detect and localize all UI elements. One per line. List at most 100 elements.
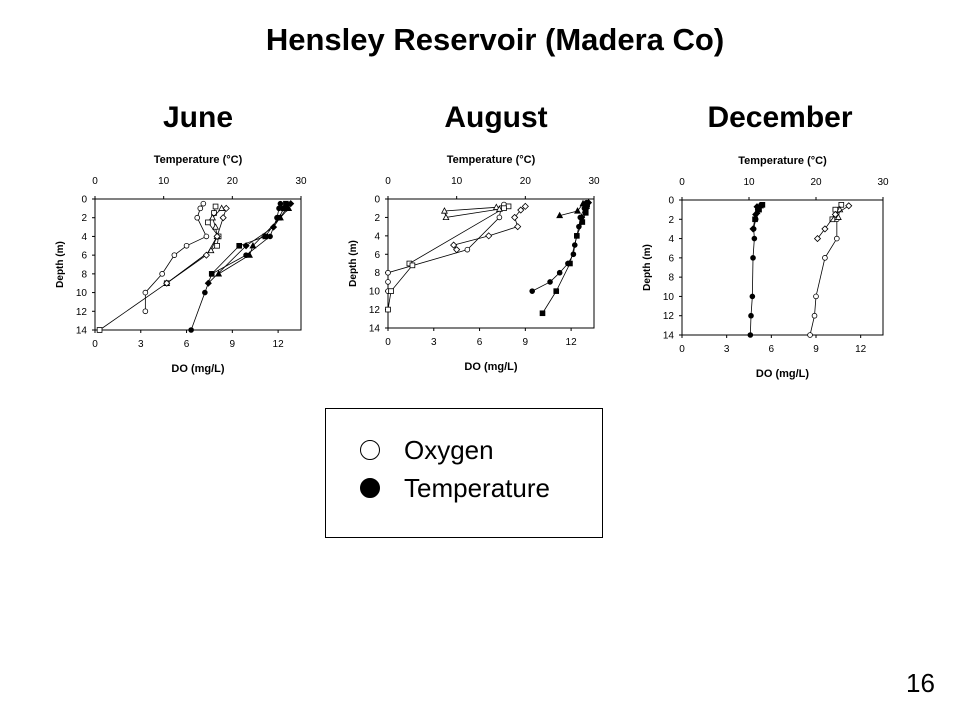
- data-point: [142, 308, 149, 315]
- data-point: [218, 204, 226, 211]
- y-axis-tick-label: 14: [76, 326, 88, 337]
- data-point: [831, 210, 839, 219]
- y-axis-tick-label: 6: [81, 251, 87, 262]
- bottom-axis-tick-label: 12: [855, 344, 867, 355]
- data-point: [749, 225, 757, 233]
- bottom-axis-tick-label: 12: [273, 339, 285, 350]
- data-point: [197, 205, 204, 212]
- data-point: [834, 235, 840, 242]
- data-point: [514, 223, 522, 231]
- bottom-axis-tick-label: 9: [523, 337, 529, 348]
- data-point: [246, 251, 253, 258]
- top-axis-label: Temperature (°C): [738, 155, 827, 167]
- series-do-diamond: [813, 202, 853, 243]
- bottom-axis-tick-label: 0: [92, 339, 98, 350]
- data-point: [582, 204, 591, 212]
- data-point: [242, 242, 250, 250]
- legend-label: Temperature: [404, 472, 550, 503]
- bottom-axis-tick-label: 3: [724, 344, 730, 355]
- data-point: [203, 233, 210, 240]
- top-axis-tick-label: 30: [588, 176, 600, 187]
- data-point: [262, 233, 269, 240]
- data-point: [209, 213, 216, 221]
- panel-title-june: June: [162, 101, 234, 134]
- bottom-axis-tick-label: 3: [431, 337, 437, 348]
- data-point: [845, 202, 853, 210]
- data-point: [529, 288, 535, 294]
- data-point: [511, 213, 519, 221]
- data-point: [821, 225, 829, 233]
- top-axis-tick-label: 0: [92, 176, 98, 187]
- data-point: [205, 219, 211, 226]
- data-point: [440, 207, 448, 214]
- plot-frame: [387, 198, 595, 329]
- data-point: [213, 232, 221, 240]
- data-point: [450, 241, 458, 249]
- bottom-axis-tick-label: 9: [230, 339, 236, 350]
- data-point: [188, 327, 194, 333]
- bottom-axis-label: DO (mg/L): [171, 363, 224, 375]
- y-axis-tick-label: 6: [668, 253, 674, 264]
- bottom-axis-tick-label: 0: [679, 344, 685, 355]
- data-point: [547, 279, 553, 285]
- series-do-circle: [142, 200, 210, 315]
- top-axis-tick-label: 10: [451, 176, 463, 187]
- data-point: [211, 210, 217, 216]
- data-point: [553, 288, 560, 294]
- data-point: [485, 232, 493, 240]
- y-axis-tick-label: 0: [668, 196, 674, 207]
- bottom-axis-tick-label: 6: [769, 344, 775, 355]
- data-point: [750, 255, 756, 261]
- y-axis-tick-label: 4: [668, 234, 674, 245]
- top-axis-tick-label: 30: [295, 176, 307, 187]
- data-point: [811, 312, 818, 319]
- series-temp-diamond: [204, 200, 295, 287]
- data-point: [567, 260, 573, 267]
- data-point: [212, 223, 220, 230]
- data-point: [283, 204, 291, 212]
- data-point: [442, 213, 450, 221]
- y-axis-tick-label: 10: [369, 287, 381, 298]
- top-axis-tick-label: 10: [743, 177, 755, 188]
- y-axis-tick-label: 0: [374, 195, 380, 206]
- data-point: [409, 262, 416, 269]
- data-point: [159, 271, 165, 277]
- data-point: [834, 213, 842, 220]
- data-point: [492, 203, 500, 210]
- open-circle-icon: [360, 440, 380, 460]
- data-point: [464, 246, 471, 253]
- data-point: [747, 332, 754, 338]
- data-point: [813, 293, 819, 300]
- data-point: [287, 200, 295, 208]
- y-axis-tick-label: 2: [81, 213, 87, 224]
- data-point: [202, 289, 208, 296]
- top-axis-tick-label: 0: [385, 176, 391, 187]
- data-point: [813, 235, 822, 243]
- plot-frame: [681, 199, 884, 336]
- series-do-circle: [807, 206, 840, 338]
- data-point: [748, 312, 754, 319]
- series-line: [817, 205, 849, 239]
- y-axis-label: Depth (m): [642, 244, 653, 291]
- legend-label: Oxygen: [404, 434, 494, 465]
- panel-title-august: August: [444, 101, 548, 134]
- bottom-axis-tick-label: 9: [813, 344, 819, 355]
- y-axis-tick-label: 14: [663, 331, 675, 342]
- series-do-triangle: [440, 203, 503, 221]
- data-point: [579, 199, 587, 207]
- bottom-axis-label: DO (mg/L): [756, 368, 809, 380]
- data-point: [212, 203, 219, 210]
- data-point: [539, 310, 546, 317]
- y-axis-tick-label: 14: [369, 324, 381, 335]
- data-point: [752, 210, 760, 219]
- y-axis-tick-label: 2: [668, 215, 674, 226]
- data-point: [495, 205, 503, 212]
- legend-item-oxygen: Oxygen: [360, 435, 494, 465]
- y-axis-tick-label: 12: [663, 311, 675, 322]
- y-axis-tick-label: 0: [81, 195, 87, 206]
- bottom-axis-tick-label: 6: [477, 337, 483, 348]
- data-point: [753, 203, 761, 211]
- data-point: [204, 279, 212, 287]
